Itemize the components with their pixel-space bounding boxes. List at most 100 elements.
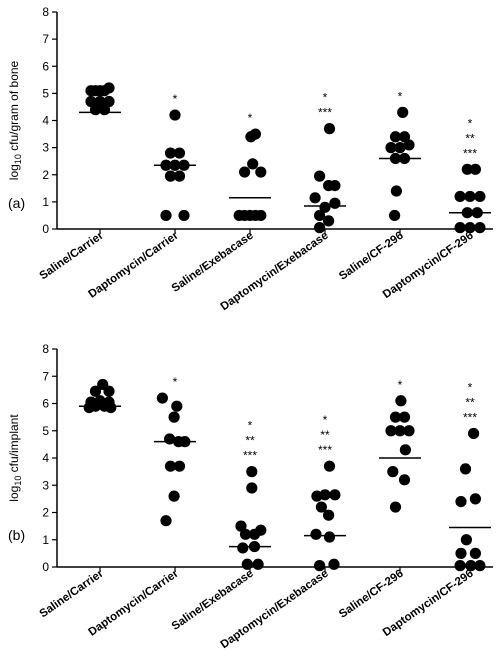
data-point (164, 147, 177, 159)
group-4: * (379, 378, 421, 513)
category-label: Saline/Carrier (38, 229, 107, 282)
data-point (255, 209, 267, 222)
panel-b: 012345678Saline/CarrierDaptomycin/Carrie… (7, 342, 493, 651)
data-point (319, 201, 331, 213)
data-point (474, 560, 486, 572)
y-tick-label: 2 (42, 168, 49, 182)
significance-marker: *** (243, 449, 257, 463)
significance-marker: * (248, 419, 253, 433)
data-point (395, 395, 407, 407)
y-tick-label: 3 (42, 478, 49, 492)
data-point (454, 222, 466, 234)
data-point (245, 131, 257, 143)
data-point (389, 411, 402, 423)
data-point (173, 460, 186, 472)
y-tick-label: 5 (42, 86, 49, 100)
significance-marker: *** (463, 410, 477, 424)
data-point (461, 163, 473, 175)
significance-marker: *** (318, 106, 332, 120)
data-point (103, 385, 115, 397)
y-tick-label: 7 (42, 32, 49, 46)
group-3: **** (304, 91, 346, 234)
group-0 (79, 82, 121, 116)
group-2: * (229, 111, 271, 222)
significance-marker: * (398, 89, 403, 103)
data-point (255, 524, 267, 536)
data-point (255, 166, 267, 178)
data-point (398, 474, 411, 486)
panel-label: (a) (8, 195, 25, 211)
category-label: Saline/Carrier (38, 567, 107, 620)
panel-a: 012345678Saline/CarrierDaptomycin/Carrie… (7, 5, 493, 313)
data-point (389, 131, 402, 143)
significance-marker: * (248, 111, 253, 125)
data-point (398, 131, 411, 143)
data-point (459, 463, 472, 475)
significance-marker: ** (245, 434, 255, 448)
significance-marker: ** (465, 131, 475, 145)
data-point (164, 460, 177, 472)
data-point (173, 170, 186, 182)
data-point (454, 190, 466, 203)
y-axis-label-sub: 10 (13, 154, 23, 164)
significance-marker: * (468, 380, 473, 394)
y-axis-label-sub: 10 (13, 476, 23, 486)
category-label: Saline/Exebacase (170, 568, 256, 633)
data-point (164, 170, 177, 182)
data-point (252, 558, 264, 570)
data-point (156, 392, 168, 404)
group-1: * (154, 375, 196, 527)
data-point (314, 170, 326, 182)
data-point (171, 400, 183, 412)
data-point (465, 560, 477, 572)
data-point (247, 158, 259, 170)
data-point (314, 222, 326, 234)
data-point (397, 106, 409, 118)
data-point (403, 425, 415, 437)
data-point (310, 528, 322, 540)
y-tick-label: 4 (42, 114, 49, 128)
data-point (323, 460, 336, 472)
significance-marker: ** (465, 395, 475, 409)
data-point (319, 489, 331, 501)
data-point (246, 482, 258, 494)
group-3: ****** (304, 413, 346, 572)
data-point (474, 222, 486, 234)
y-tick-label: 7 (42, 369, 49, 383)
data-point (455, 496, 467, 508)
group-5: ****** (449, 380, 491, 572)
y-tick-label: 5 (42, 424, 49, 438)
data-point (469, 493, 481, 505)
significance-marker: * (173, 375, 178, 389)
y-axis-label-rest: cfu/gram of bone (7, 60, 21, 154)
data-point (455, 547, 467, 559)
data-point (389, 501, 402, 513)
significance-marker: * (398, 378, 403, 392)
data-point (468, 427, 480, 440)
data-point (241, 558, 253, 570)
data-point (398, 411, 411, 423)
data-point (399, 444, 411, 456)
data-point (394, 142, 406, 154)
y-axis-label-main: log (7, 486, 21, 502)
y-axis-label-rest: cfu/implant (7, 414, 21, 476)
data-point (323, 509, 335, 521)
significance-marker: *** (463, 146, 477, 160)
data-point (314, 209, 326, 222)
data-point (385, 425, 397, 437)
significance-marker: * (173, 92, 178, 106)
data-point (469, 547, 481, 559)
y-tick-label: 2 (42, 506, 49, 520)
group-5: ****** (449, 116, 491, 234)
category-label: Saline/CF-296 (337, 568, 406, 621)
data-point (237, 542, 249, 554)
data-point (239, 528, 252, 540)
group-0 (79, 378, 121, 414)
group-4: * (379, 89, 421, 222)
y-axis-label-main: log (7, 164, 21, 180)
data-point (168, 411, 180, 423)
data-point (314, 560, 326, 572)
data-point (323, 531, 336, 543)
y-tick-label: 3 (42, 141, 49, 155)
